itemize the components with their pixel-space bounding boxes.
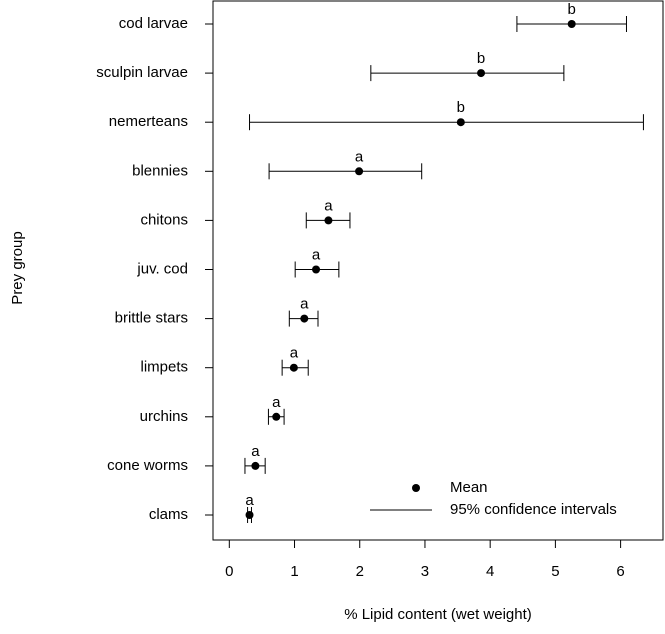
legend-marker — [412, 484, 420, 492]
group-letter: a — [324, 197, 333, 214]
x-axis-label: % Lipid content (wet weight) — [344, 606, 532, 623]
y-tick-label: brittle stars — [115, 310, 188, 327]
y-tick-label: urchins — [140, 408, 188, 425]
y-tick-label: chitons — [140, 211, 188, 228]
mean-point — [312, 265, 321, 274]
mean-point — [355, 167, 364, 176]
legend-label: 95% confidence intervals — [450, 501, 617, 518]
group-letter: a — [245, 492, 254, 509]
x-tick-label: 0 — [225, 563, 233, 580]
group-letter: b — [568, 1, 576, 18]
mean-point — [300, 314, 309, 323]
x-tick-label: 1 — [290, 563, 298, 580]
x-tick-label: 6 — [616, 563, 624, 580]
plot-box — [212, 0, 664, 541]
y-axis-label: Prey group — [9, 231, 26, 304]
y-tick-label: sculpin larvae — [96, 64, 188, 81]
group-letter: a — [355, 148, 364, 165]
mean-point — [245, 511, 254, 519]
x-tick-label: 3 — [421, 563, 429, 580]
group-letter: a — [251, 443, 260, 460]
x-tick-label: 5 — [551, 563, 559, 580]
y-tick-label: limpets — [140, 359, 188, 376]
group-letter: a — [300, 296, 309, 313]
y-tick-label: cone worms — [107, 457, 188, 474]
mean-point — [324, 216, 333, 225]
x-tick-label: 2 — [356, 563, 364, 580]
y-tick-label: juv. cod — [136, 260, 188, 277]
mean-point — [289, 363, 298, 372]
y-tick-label: blennies — [132, 162, 188, 179]
y-tick-label: cod larvae — [119, 15, 188, 32]
mean-point — [272, 412, 281, 421]
group-letter: b — [477, 50, 485, 67]
mean-point — [251, 461, 260, 470]
mean-point — [456, 118, 465, 127]
mean-point — [477, 69, 486, 78]
group-letter: a — [272, 394, 281, 411]
y-tick-label: nemerteans — [109, 113, 188, 130]
group-letter: a — [312, 246, 321, 263]
legend-label: Mean — [450, 479, 488, 496]
x-tick-label: 4 — [486, 563, 494, 580]
group-letter: a — [290, 345, 299, 362]
mean-point — [567, 20, 576, 28]
y-tick-label: clams — [149, 506, 188, 523]
group-letter: b — [457, 99, 465, 116]
